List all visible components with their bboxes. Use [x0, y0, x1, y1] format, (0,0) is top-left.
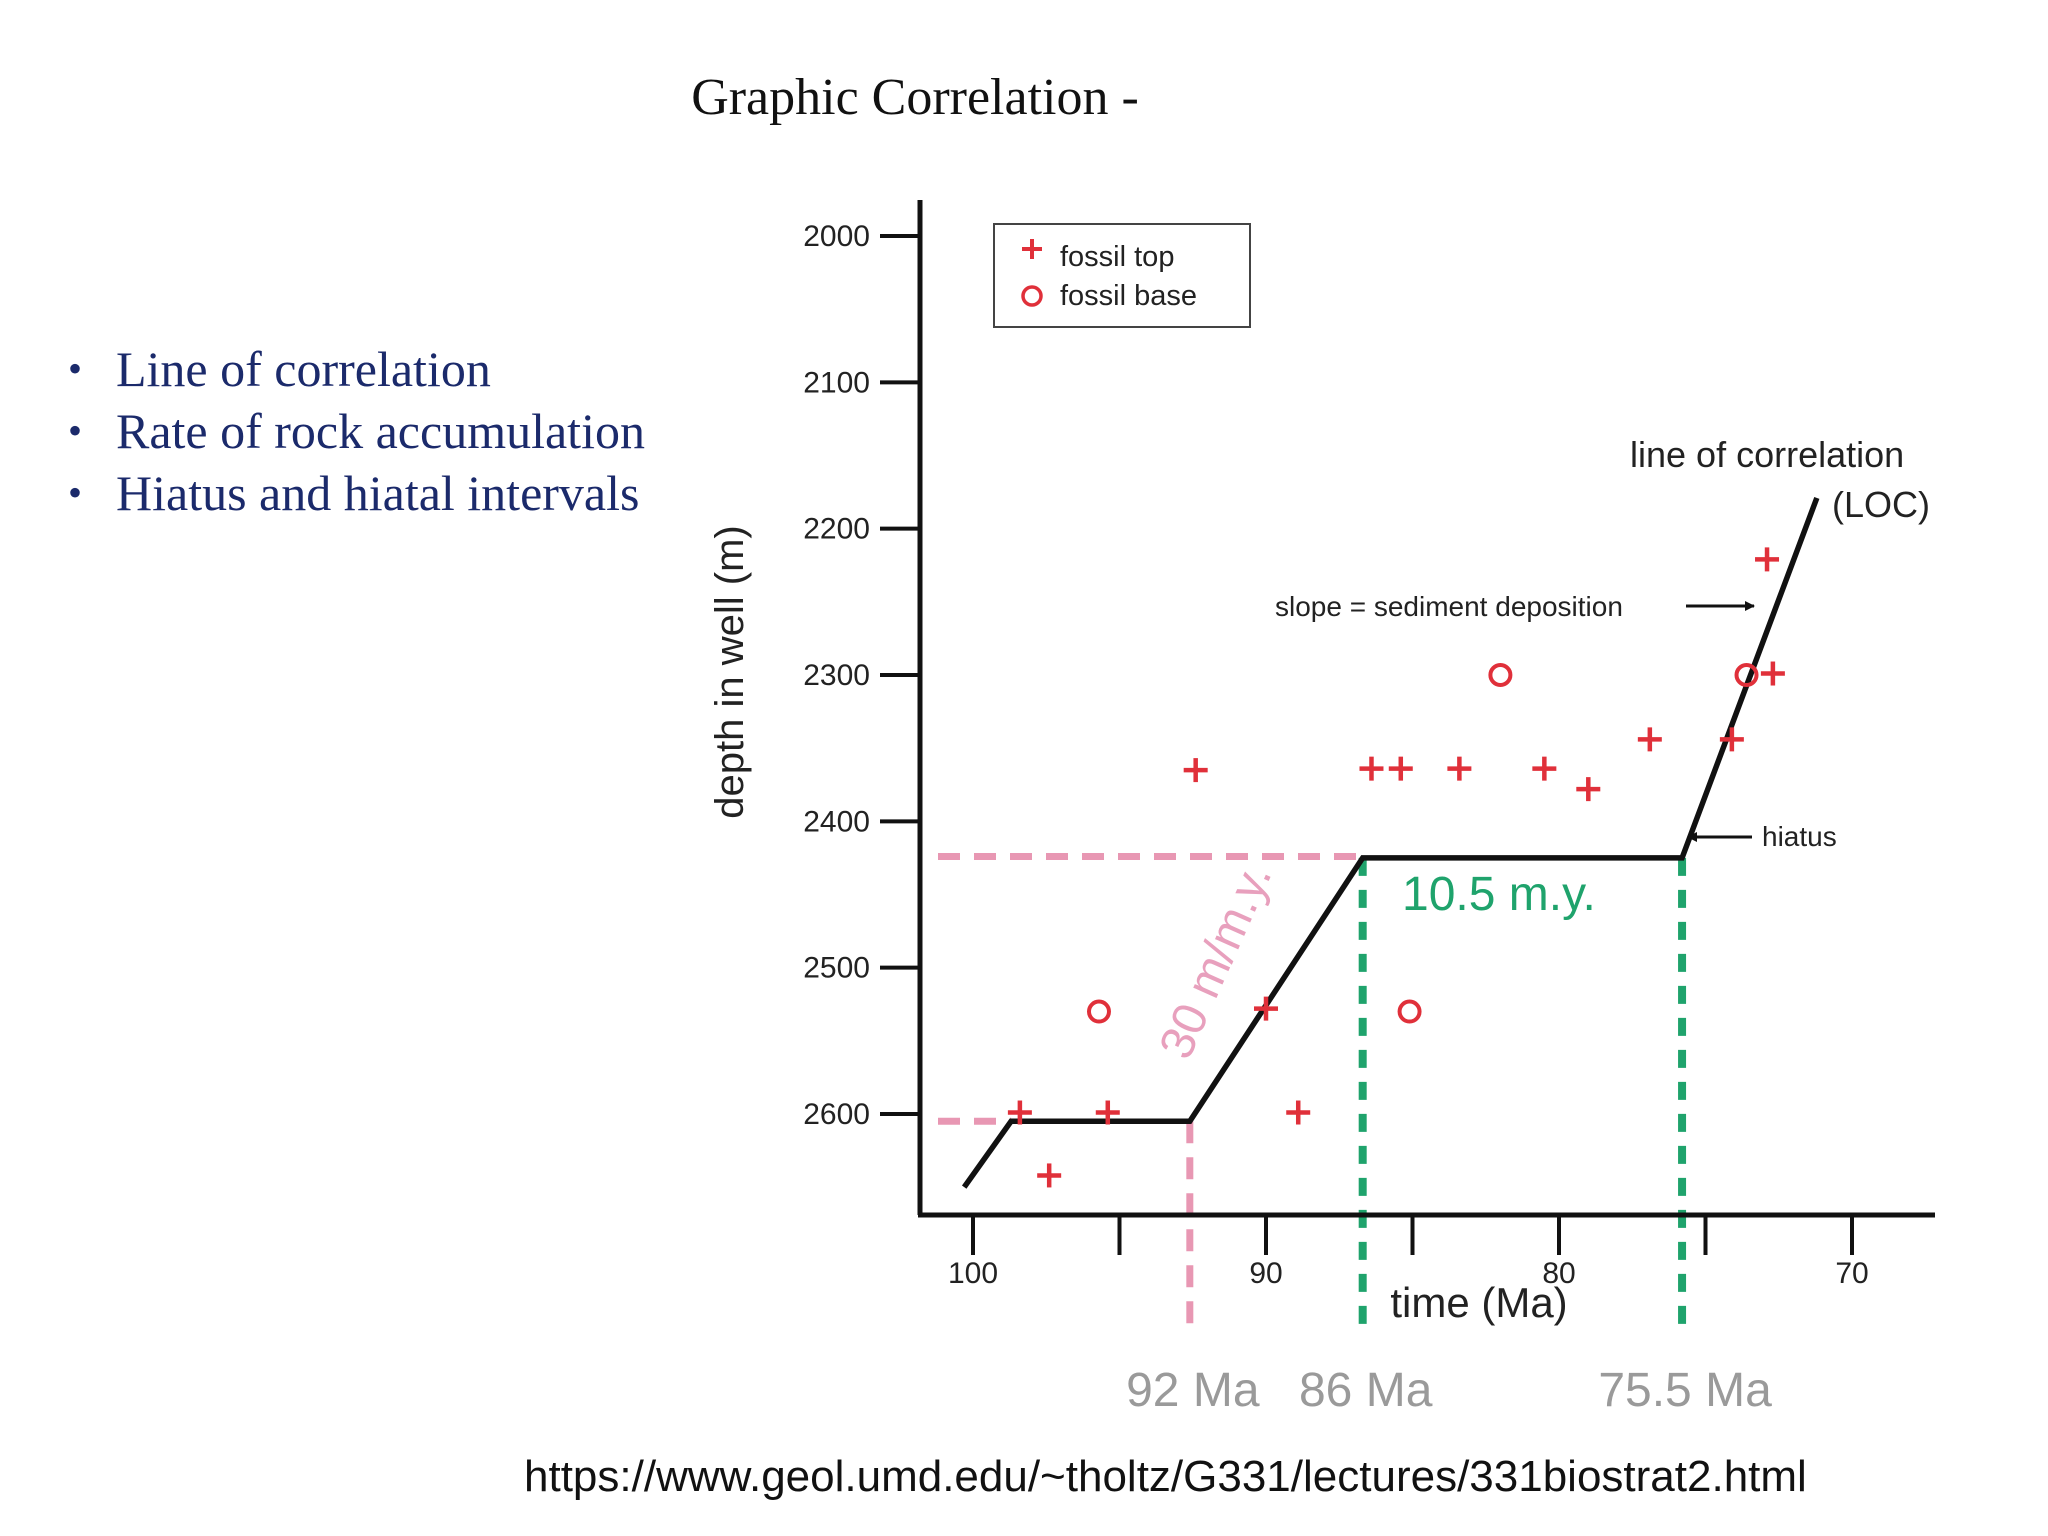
y-tick-label: 2400 [803, 805, 870, 838]
fossil-base-point [1488, 662, 1513, 687]
source-url: https://www.geol.umd.edu/~tholtz/G331/le… [524, 1452, 1807, 1501]
fossil-top-point [1183, 758, 1208, 783]
fossil-top-point [1576, 777, 1601, 802]
legend: fossil top fossil base [993, 223, 1251, 328]
loc-line [961, 496, 1820, 1189]
fossil-top-point [1095, 1100, 1120, 1125]
y-axis-label: depth in well (m) [708, 525, 752, 818]
x-axis-label: time (Ma) [1390, 1279, 1567, 1326]
legend-label-fossil-top: fossil top [1060, 241, 1174, 273]
fossil-top-point [1447, 756, 1472, 781]
legend-plus-icon [1022, 239, 1042, 259]
fossil-top-point [1359, 756, 1384, 781]
fossil-points [1007, 547, 1785, 1188]
fossil-top-point [1037, 1163, 1062, 1188]
time-marker-label: 92 Ma [1126, 1364, 1260, 1417]
y-tick-label: 2300 [803, 659, 870, 692]
rate-label: 30 m/m.y. [1150, 856, 1283, 1067]
fossil-top-point [1532, 756, 1557, 781]
fossil-top-point [1719, 727, 1744, 752]
y-tick-label: 2500 [803, 952, 870, 985]
legend-label-fossil-base: fossil base [1060, 280, 1197, 312]
fossil-top-point [1755, 547, 1780, 572]
bullet-text: Hiatus and hiatal intervals [116, 465, 640, 521]
axes: 2000 2100 2200 2300 2400 2500 2600 100 90 80 70 [803, 200, 1935, 1290]
fossil-base-point [1734, 662, 1759, 687]
fossil-base-point [1397, 999, 1422, 1024]
hiatus-label: hiatus [1762, 821, 1837, 852]
slope-label: slope = sediment deposition [1275, 591, 1623, 622]
bullet-list: • Line of correlation • Rate of rock accum… [68, 338, 645, 524]
x-tick-label: 80 [1542, 1257, 1575, 1290]
fossil-top-point [1388, 756, 1413, 781]
fossil-top-point [1637, 727, 1662, 752]
x-tick-label: 100 [948, 1257, 998, 1290]
bullet-item: • Rate of rock accumulation [68, 403, 645, 459]
y-tick-label: 2000 [803, 220, 870, 253]
bullet-text: Line of correlation [116, 341, 491, 397]
time-marker-label: 86 Ma [1299, 1364, 1433, 1417]
fossil-top-point [1254, 996, 1278, 1021]
annotations: 92 Ma 86 Ma 75.5 Ma [1126, 1364, 1772, 1417]
fossil-top-point [1007, 1100, 1032, 1125]
line-of-correlation [961, 496, 1820, 1189]
loc-label-line1: line of correlation [1630, 434, 1904, 475]
y-tick-label: 2600 [803, 1098, 870, 1131]
time-marker-label: 75.5 Ma [1598, 1364, 1772, 1417]
x-tick-label: 70 [1835, 1257, 1868, 1290]
guide-lines [938, 852, 1687, 1335]
hiatus-duration-label: 10.5 m.y. [1402, 868, 1596, 921]
slide-title: Graphic Correlation - [691, 69, 1139, 126]
legend-circle-icon [1021, 285, 1043, 307]
legend-box [993, 223, 1251, 328]
bullet-item: • Hiatus and hiatal intervals [68, 465, 640, 521]
bullet-item: • Line of correlation [68, 341, 491, 397]
fossil-top-point [1760, 661, 1785, 686]
x-tick-label: 90 [1249, 1257, 1282, 1290]
y-tick-label: 2200 [803, 513, 870, 546]
fossil-top-point [1286, 1100, 1311, 1125]
bullet-text: Rate of rock accumulation [116, 403, 645, 459]
fossil-base-point [1086, 999, 1111, 1024]
loc-label-line2: (LOC) [1832, 484, 1930, 525]
y-tick-label: 2100 [803, 366, 870, 399]
